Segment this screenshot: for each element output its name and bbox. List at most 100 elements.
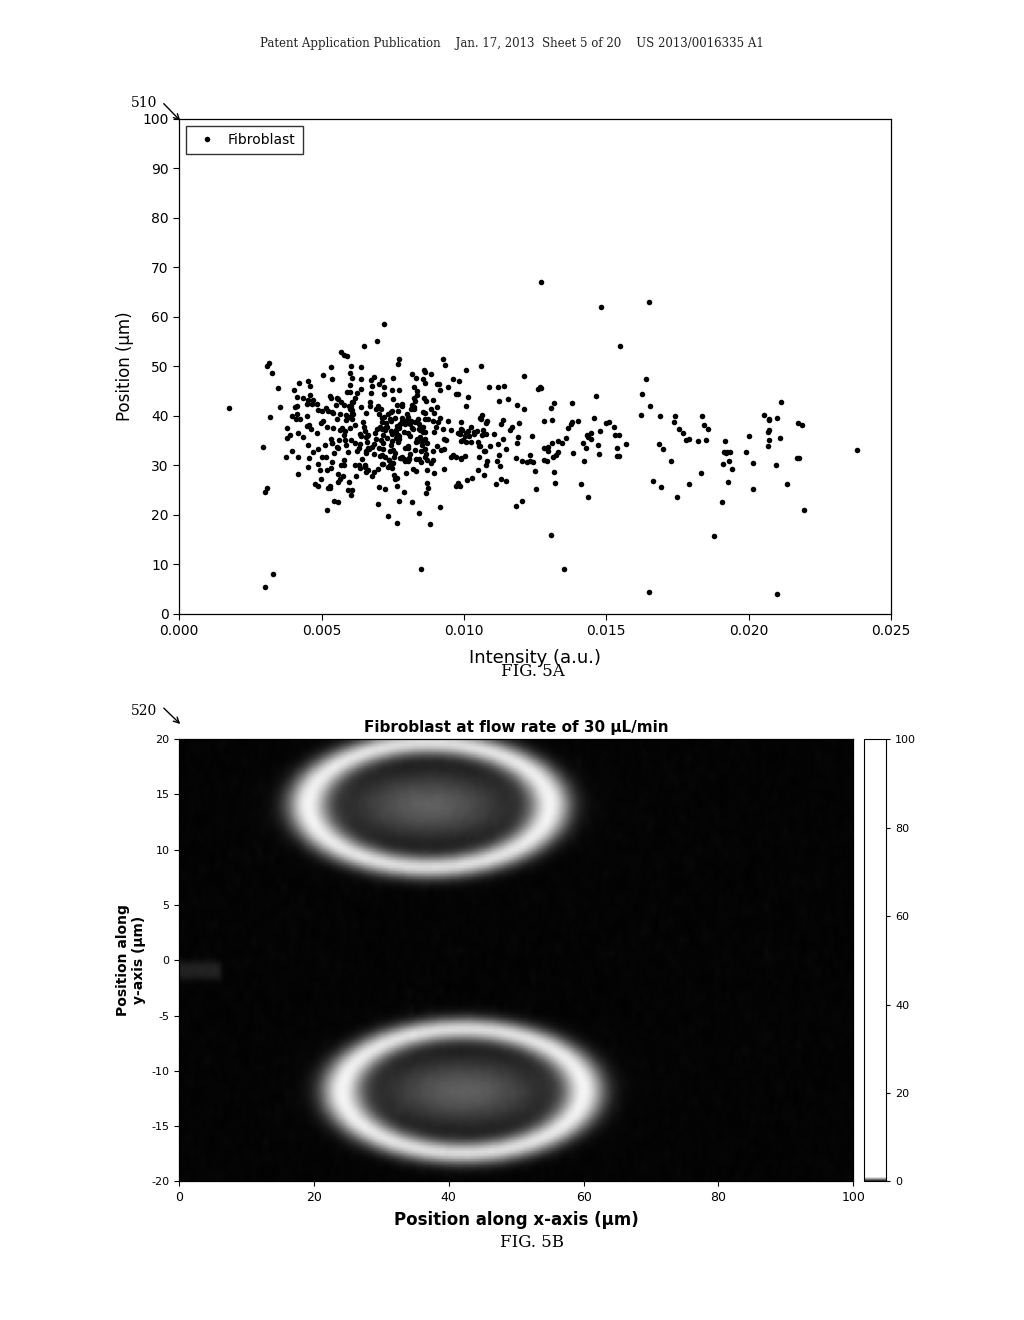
Point xyxy=(326,417,342,438)
Point xyxy=(382,454,398,475)
Point xyxy=(376,407,392,428)
Point xyxy=(370,395,386,416)
Point xyxy=(760,436,776,457)
Point xyxy=(592,421,608,442)
Point xyxy=(536,449,552,470)
Point xyxy=(302,418,318,440)
Point xyxy=(479,411,496,432)
Point xyxy=(666,411,682,432)
Point xyxy=(696,414,713,436)
Point xyxy=(493,469,509,490)
Point xyxy=(519,451,536,473)
Point xyxy=(390,429,407,450)
Point xyxy=(332,469,348,490)
Point xyxy=(393,407,410,428)
Point xyxy=(500,389,516,411)
Point xyxy=(544,433,560,454)
Point xyxy=(426,462,442,483)
Point xyxy=(353,356,370,378)
X-axis label: Intensity (a.u.): Intensity (a.u.) xyxy=(469,649,601,668)
Point xyxy=(396,438,413,459)
Point xyxy=(369,429,385,450)
Point xyxy=(357,457,374,478)
Point xyxy=(447,383,464,404)
Point xyxy=(393,447,410,469)
Point xyxy=(563,413,580,434)
Point xyxy=(404,492,421,513)
Point xyxy=(380,506,396,527)
Point xyxy=(356,335,373,356)
Point xyxy=(417,372,433,393)
Point xyxy=(476,441,493,462)
Point xyxy=(524,425,541,446)
Point xyxy=(406,397,422,418)
Point xyxy=(387,428,403,449)
Point xyxy=(352,433,369,454)
Point xyxy=(415,416,431,437)
Point xyxy=(336,425,352,446)
Point xyxy=(490,445,507,466)
Point xyxy=(342,417,358,438)
Point xyxy=(376,378,392,399)
Point xyxy=(408,449,424,470)
Point xyxy=(432,496,449,517)
Point xyxy=(370,494,386,515)
Text: Patent Application Publication    Jan. 17, 2013  Sheet 5 of 20    US 2013/001633: Patent Application Publication Jan. 17, … xyxy=(260,37,764,50)
Point xyxy=(411,502,427,523)
Y-axis label: Position (μm): Position (μm) xyxy=(116,312,134,421)
Point xyxy=(352,379,369,400)
Point xyxy=(422,363,438,384)
Point xyxy=(592,296,608,317)
Point xyxy=(295,426,311,447)
Point xyxy=(485,424,502,445)
Point xyxy=(351,454,368,475)
Point xyxy=(455,429,471,450)
Point xyxy=(330,437,346,458)
Point xyxy=(391,379,408,400)
Point xyxy=(376,313,392,334)
Point xyxy=(663,450,679,471)
Point xyxy=(378,412,394,433)
Point xyxy=(383,434,399,455)
Point xyxy=(417,403,433,424)
Point xyxy=(358,426,375,447)
Point xyxy=(493,413,509,434)
Point xyxy=(547,473,563,494)
Point xyxy=(408,367,424,388)
Point xyxy=(605,416,622,437)
Point xyxy=(343,396,359,417)
Point xyxy=(641,581,657,602)
Point xyxy=(450,384,466,405)
Point xyxy=(383,401,399,422)
Point xyxy=(287,397,303,418)
Point xyxy=(343,429,359,450)
Point xyxy=(478,454,495,475)
Point xyxy=(548,445,564,466)
Point xyxy=(348,465,365,486)
Point xyxy=(417,409,433,430)
Point xyxy=(325,368,341,389)
Point xyxy=(466,421,482,442)
Point xyxy=(323,388,339,409)
Point xyxy=(495,429,511,450)
Point xyxy=(761,418,777,440)
Point xyxy=(357,421,374,442)
Point xyxy=(261,407,278,428)
Point xyxy=(397,462,414,483)
Point xyxy=(318,417,335,438)
Point xyxy=(340,442,356,463)
Point xyxy=(453,447,469,469)
Point xyxy=(284,440,300,461)
Point xyxy=(410,384,426,405)
Point xyxy=(327,491,343,512)
Point xyxy=(384,424,400,445)
Point xyxy=(312,459,329,480)
Point xyxy=(564,412,581,433)
Point xyxy=(341,399,357,420)
Point xyxy=(532,272,549,293)
Point xyxy=(399,422,416,444)
Point xyxy=(279,417,295,438)
Point xyxy=(411,449,427,470)
Point xyxy=(300,389,316,411)
Point xyxy=(305,389,322,411)
